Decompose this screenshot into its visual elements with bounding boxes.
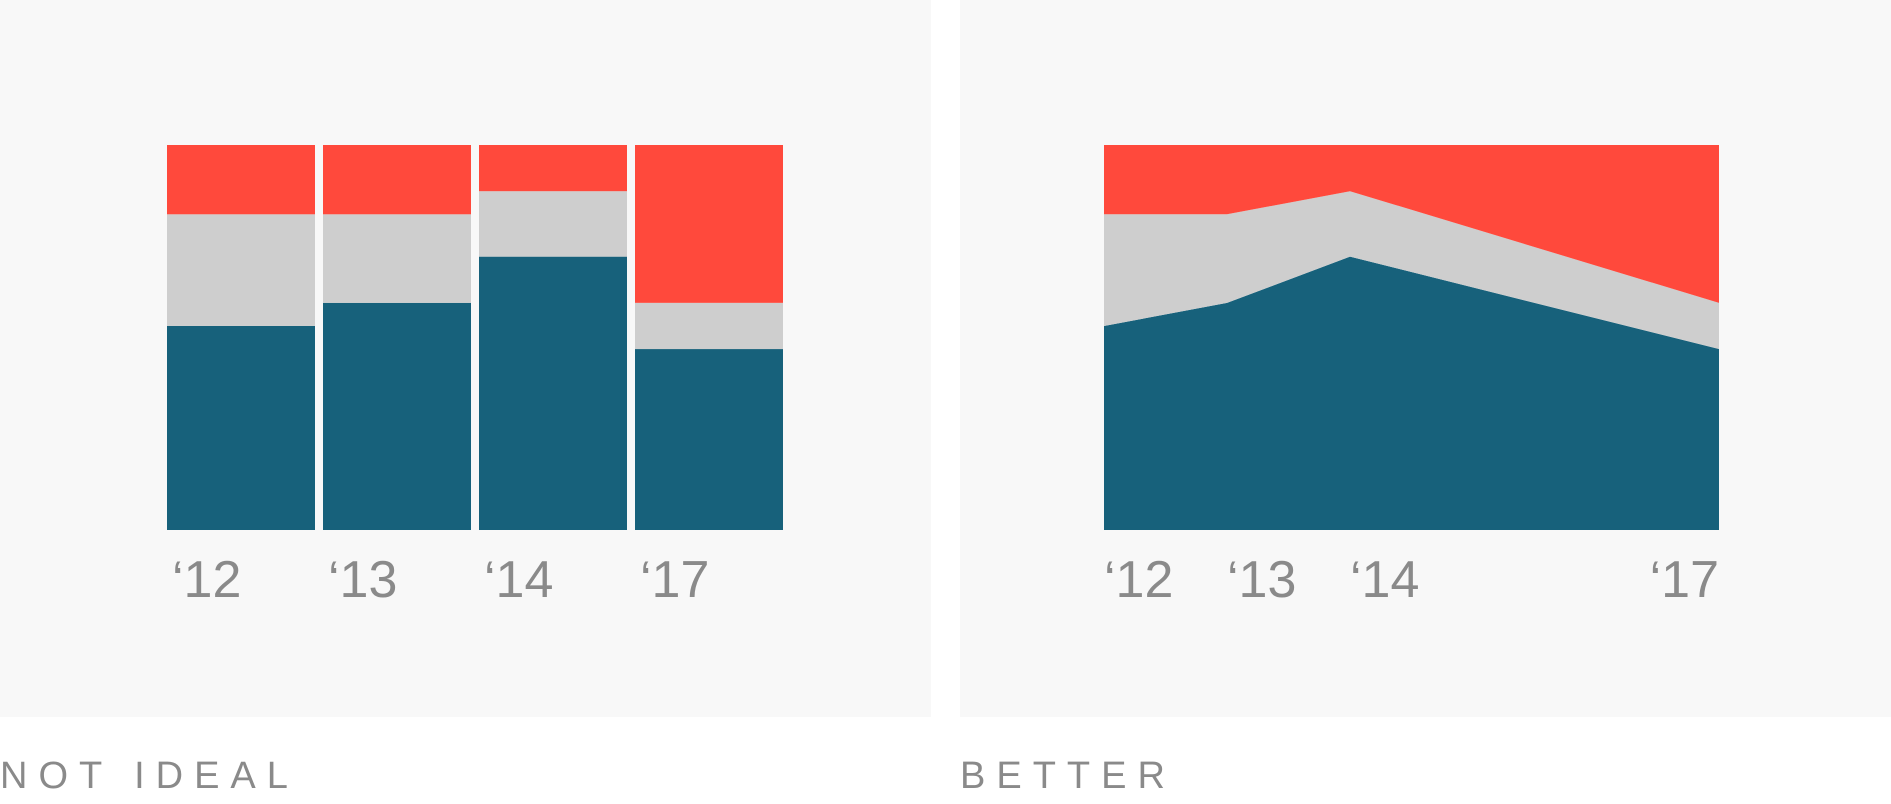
bar-chart-panel: ‘12 ‘13 ‘14 ‘17 — [0, 0, 931, 717]
caption-better: BETTER — [960, 755, 1176, 797]
bar-segment-middle-1 — [167, 214, 315, 326]
x-tick-label: ‘13 — [328, 551, 397, 609]
x-tick-label: ‘12 — [1104, 551, 1173, 609]
stacked-bar-chart: ‘12 ‘13 ‘14 ‘17 — [167, 145, 783, 609]
area-layer-middle — [1104, 191, 1719, 350]
bar-segment-bottom-3 — [479, 256, 627, 530]
caption-not-ideal: NOT IDEAL — [0, 755, 299, 797]
x-tick-label: ‘14 — [484, 551, 553, 609]
x-tick-label: ‘14 — [1350, 551, 1419, 609]
bar-segment-top-2 — [323, 145, 471, 215]
bar-segment-bottom-1 — [167, 325, 315, 530]
x-tick-label: ‘17 — [1650, 551, 1719, 609]
area-layer-top — [1104, 145, 1719, 303]
bar-segment-top-4 — [635, 145, 783, 303]
bar-segment-middle-2 — [323, 214, 471, 303]
x-tick-label: ‘13 — [1227, 551, 1296, 609]
stacked-area-chart: ‘12 ‘13 ‘14 ‘17 — [1104, 145, 1719, 609]
bar-segment-bottom-4 — [635, 349, 783, 530]
x-tick-label: ‘17 — [640, 551, 709, 609]
bar-segment-bottom-2 — [323, 302, 471, 530]
bar-segment-top-3 — [479, 145, 627, 192]
area-chart-panel: ‘12 ‘13 ‘14 ‘17 — [960, 0, 1891, 717]
x-tick-label: ‘12 — [172, 551, 241, 609]
bar-segment-middle-4 — [635, 302, 783, 350]
area-layer-bottom — [1104, 256, 1719, 530]
bar-segment-middle-3 — [479, 191, 627, 257]
bar-segment-top-1 — [167, 145, 315, 215]
